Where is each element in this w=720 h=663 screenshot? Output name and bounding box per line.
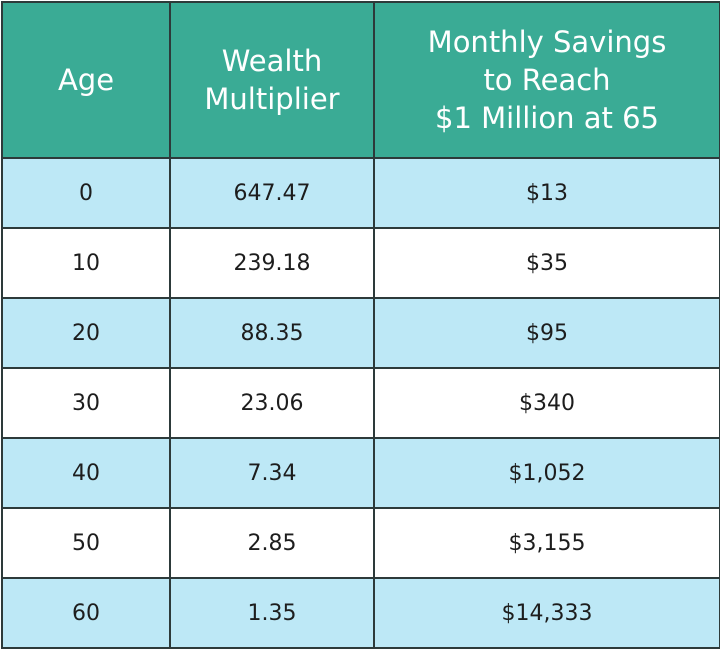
table-row: 20 88.35 $95 xyxy=(1,297,720,369)
table-cell: 23.06 xyxy=(169,367,375,439)
header-line: Multiplier xyxy=(204,82,340,116)
savings-table: Age Wealth Multiplier Monthly Savings to Rea… xyxy=(1,1,720,649)
table-row: 30 23.06 $340 xyxy=(1,367,720,439)
table-cell: 20 xyxy=(1,297,171,369)
table-cell: $13 xyxy=(373,157,720,229)
table-row: 60 1.35 $14,333 xyxy=(1,577,720,649)
table-row: 0 647.47 $13 xyxy=(1,157,720,229)
table-cell: 30 xyxy=(1,367,171,439)
table-body: 0 647.47 $13 10 239.18 $35 20 88.35 $95 30 23.06 $3… xyxy=(1,157,720,649)
header-line: Monthly Savings xyxy=(427,25,667,59)
table-cell: 50 xyxy=(1,507,171,579)
header-cell: Monthly Savings to Reach $1 Million at 65 xyxy=(373,1,720,159)
table-cell: $340 xyxy=(373,367,720,439)
table-head: Age Wealth Multiplier Monthly Savings to Rea… xyxy=(1,1,720,159)
header-line: Wealth xyxy=(221,44,323,78)
table-cell: 647.47 xyxy=(169,157,375,229)
table-cell: $3,155 xyxy=(373,507,720,579)
table-cell: 1.35 xyxy=(169,577,375,649)
table-cell: 239.18 xyxy=(169,227,375,299)
table-cell: 88.35 xyxy=(169,297,375,369)
table-row: 50 2.85 $3,155 xyxy=(1,507,720,579)
header-row: Age Wealth Multiplier Monthly Savings to Rea… xyxy=(1,1,720,159)
header-cell: Age xyxy=(1,1,171,159)
table-cell: 7.34 xyxy=(169,437,375,509)
header-line: to Reach xyxy=(483,63,611,97)
table-cell: 0 xyxy=(1,157,171,229)
table-cell: 10 xyxy=(1,227,171,299)
table-cell: 2.85 xyxy=(169,507,375,579)
table-cell: $35 xyxy=(373,227,720,299)
table-row: 10 239.18 $35 xyxy=(1,227,720,299)
table-cell: $95 xyxy=(373,297,720,369)
table-row: 40 7.34 $1,052 xyxy=(1,437,720,509)
table-cell: $14,333 xyxy=(373,577,720,649)
table-cell: $1,052 xyxy=(373,437,720,509)
table-cell: 60 xyxy=(1,577,171,649)
header-cell: Wealth Multiplier xyxy=(169,1,375,159)
header-line: Age xyxy=(57,63,115,97)
table-cell: 40 xyxy=(1,437,171,509)
header-line: $1 Million at 65 xyxy=(435,101,659,135)
